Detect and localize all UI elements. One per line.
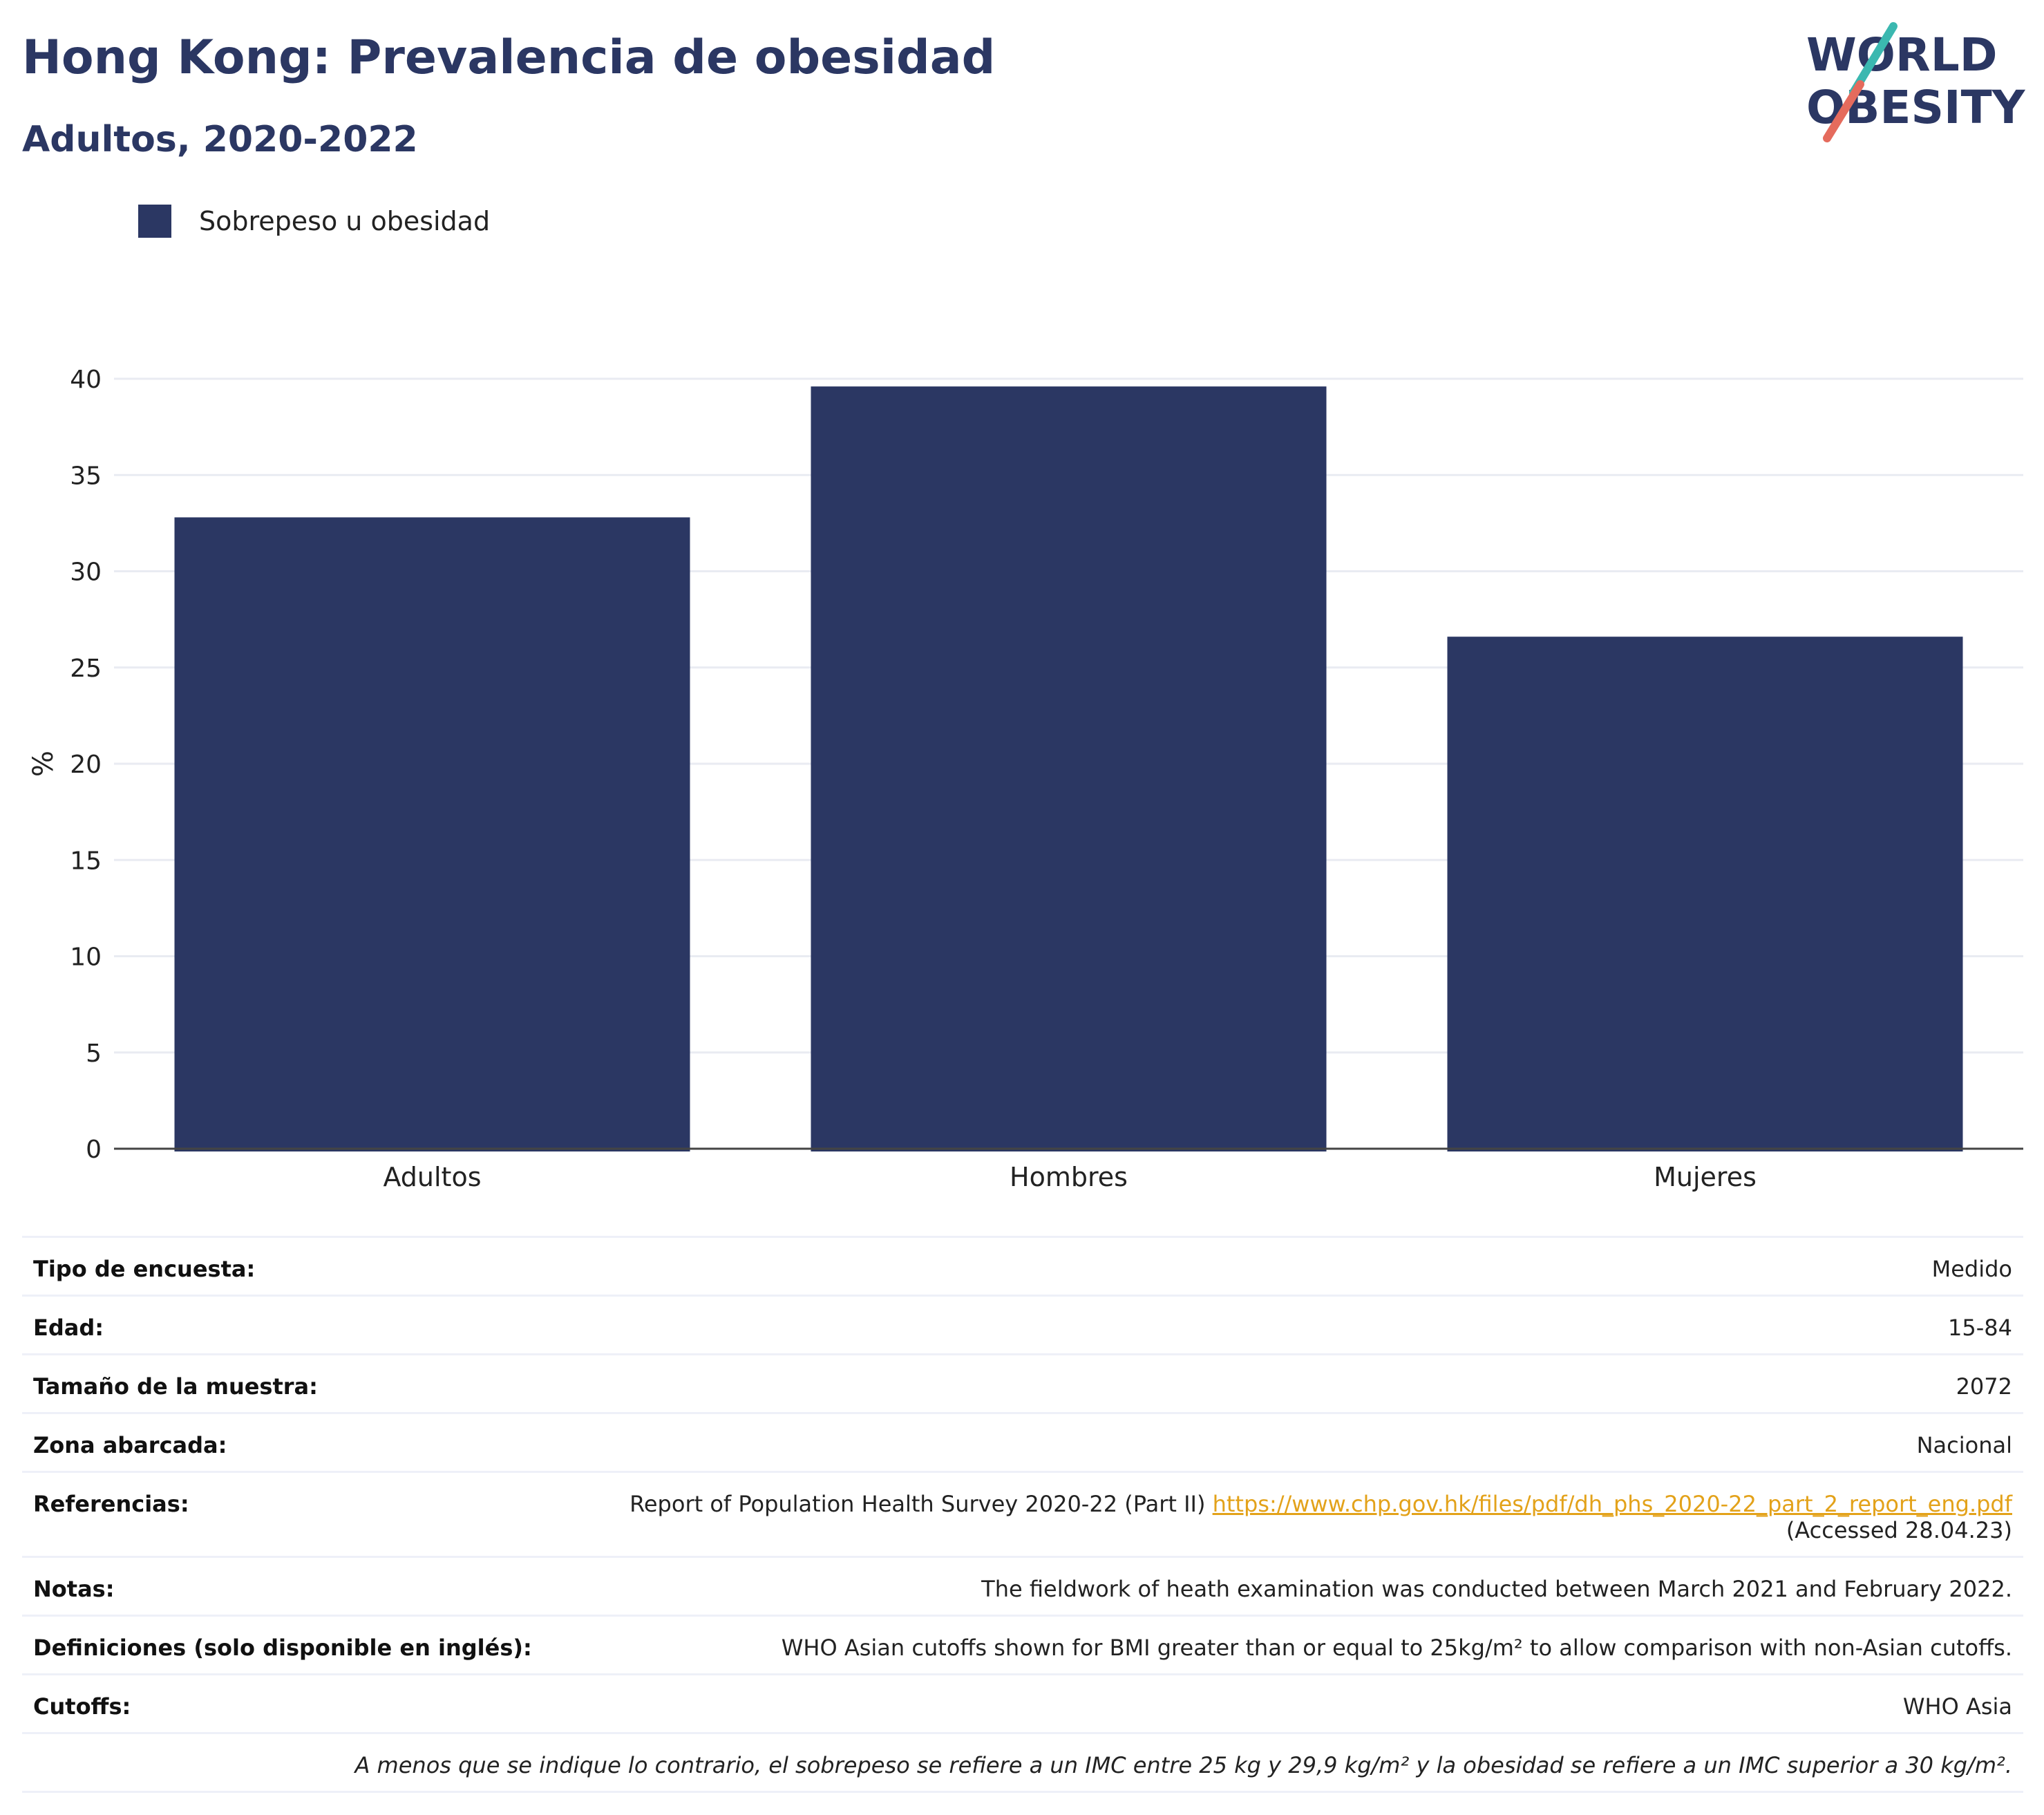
definitions-value: WHO Asian cutoffs shown for BMI greater … [781, 1635, 2012, 1661]
area-label: Zona abarcada: [33, 1432, 227, 1458]
row-references: Referencias: Report of Population Health… [22, 1471, 2023, 1556]
bar-chart: 0 5 10 15 20 25 30 35 40 Adultos Hombres Mujeres% [28, 366, 2023, 1192]
legend-label: Sobrepeso u obesidad [199, 206, 491, 236]
y-tick-label: 25 [70, 655, 102, 683]
bar [174, 517, 690, 1151]
x-tick-label: Hombres [1010, 1162, 1128, 1192]
y-tick-label: 0 [86, 1136, 102, 1164]
references-text: Report of Population Health Survey 2020-… [630, 1491, 1206, 1517]
cutoffs-label: Cutoffs: [33, 1693, 131, 1720]
row-area: Zona abarcada: Nacional [22, 1412, 2023, 1471]
y-tick-label: 20 [70, 751, 102, 779]
row-cutoffs: Cutoffs: WHO Asia [22, 1673, 2023, 1732]
footnote-text: A menos que se indique lo contrario, el … [354, 1752, 2012, 1778]
age-label: Edad: [33, 1315, 104, 1341]
x-tick-label: Adultos [383, 1162, 481, 1192]
row-sample-size: Tamaño de la muestra: 2072 [22, 1353, 2023, 1412]
definitions-label: Definiciones (solo disponible en inglés)… [33, 1635, 532, 1661]
y-axis-label: % [28, 751, 59, 777]
y-tick-label: 15 [70, 847, 102, 875]
references-value: Report of Population Health Survey 2020-… [630, 1491, 2012, 1543]
page-title: Hong Kong: Prevalencia de obesidad [22, 30, 996, 85]
sample-size-label: Tamaño de la muestra: [33, 1373, 318, 1400]
y-tick-label: 10 [70, 943, 102, 972]
metadata-table: Tipo de encuesta: Medido Edad: 15-84 Tam… [22, 1236, 2023, 1793]
logo-coral-stroke [1823, 80, 1864, 142]
row-definitions: Definiciones (solo disponible en inglés)… [22, 1615, 2023, 1673]
survey-type-label: Tipo de encuesta: [33, 1256, 256, 1282]
references-accessed: (Accessed 28.04.23) [1786, 1517, 2012, 1543]
bar [1447, 637, 1963, 1151]
world-obesity-logo: WORLD OBESITY [1806, 22, 2026, 142]
y-tick-label: 30 [70, 558, 102, 587]
row-footnote: A menos que se indique lo contrario, el … [22, 1732, 2023, 1793]
y-tick-label: 40 [70, 366, 102, 394]
age-value: 15-84 [1948, 1315, 2012, 1341]
legend-swatch [138, 205, 171, 238]
survey-type-value: Medido [1931, 1256, 2012, 1282]
row-survey-type: Tipo de encuesta: Medido [22, 1236, 2023, 1295]
cutoffs-value: WHO Asia [1902, 1693, 2012, 1720]
x-tick-label: Mujeres [1654, 1162, 1757, 1192]
logo-line1: WORLD [1806, 28, 1998, 82]
sample-size-value: 2072 [1956, 1373, 2012, 1400]
bar [811, 386, 1327, 1151]
chart-legend: Sobrepeso u obesidad [138, 205, 490, 238]
y-tick-label: 5 [86, 1040, 102, 1068]
notes-value: The fieldwork of heath examination was c… [981, 1576, 2012, 1602]
row-notes: Notas: The fieldwork of heath examinatio… [22, 1556, 2023, 1615]
references-label: Referencias: [33, 1491, 189, 1517]
y-tick-label: 35 [70, 462, 102, 490]
notes-label: Notas: [33, 1576, 115, 1602]
references-link[interactable]: https://www.chp.gov.hk/files/pdf/dh_phs_… [1212, 1491, 2012, 1517]
page-subtitle: Adultos, 2020-2022 [22, 119, 418, 160]
row-age: Edad: 15-84 [22, 1295, 2023, 1353]
area-value: Nacional [1916, 1432, 2012, 1458]
